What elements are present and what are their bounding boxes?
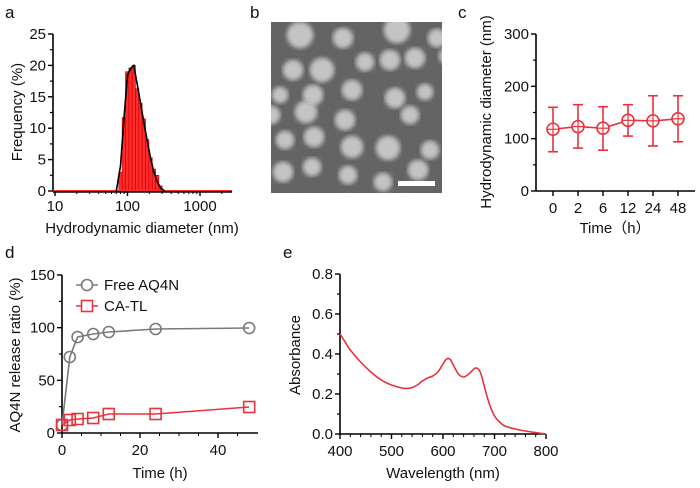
y-tick-label: 25 bbox=[29, 26, 46, 43]
legend-label: Free AQ4N bbox=[104, 277, 179, 294]
x-tick-label: 1000 bbox=[183, 198, 216, 215]
data-point-square bbox=[63, 413, 77, 427]
y-tick-label: 0.6 bbox=[312, 306, 333, 323]
panel-label-a: a bbox=[5, 3, 15, 22]
series-line-free-aq4n bbox=[61, 327, 250, 426]
legend-marker-circle bbox=[80, 278, 94, 292]
x-tick-label: 2 bbox=[574, 200, 582, 217]
y-tick-label: 50 bbox=[38, 372, 55, 389]
y-tick-label: 200 bbox=[504, 78, 529, 95]
x-tick-label: 40 bbox=[210, 442, 227, 459]
x-axis-label: Time（h） bbox=[579, 220, 650, 237]
panel-d-release-curve: 0 50 100 150 0 20 40 Free AQ4N CA-TL Time (h) AQ4N… bbox=[7, 267, 258, 482]
data-point-circle bbox=[86, 327, 100, 341]
histogram-bar bbox=[138, 102, 143, 192]
histogram-bar bbox=[135, 88, 140, 192]
x-axis-label: Hydrodynamic diameter (nm) bbox=[45, 220, 238, 237]
fit-curve bbox=[115, 63, 166, 192]
series-line-ca-tl bbox=[61, 406, 250, 426]
y-tick-label: 300 bbox=[504, 26, 529, 43]
x-tick-label: 6 bbox=[599, 200, 607, 217]
x-tick-label: 10 bbox=[47, 198, 64, 215]
y-tick-label: 20 bbox=[29, 57, 46, 74]
absorbance-curve bbox=[339, 333, 547, 435]
legend-label: CA-TL bbox=[104, 298, 147, 315]
y-tick-label: 0 bbox=[47, 425, 55, 442]
panel-e-absorbance-spectrum: 0.0 0.2 0.4 0.6 0.8 400 500 600 700 800 Wavelength… bbox=[287, 266, 559, 482]
y-tick-label: 15 bbox=[29, 89, 46, 106]
y-tick-label: 0.2 bbox=[312, 386, 333, 403]
data-point-square bbox=[71, 412, 84, 426]
x-tick-label: 20 bbox=[132, 442, 149, 459]
y-axis-label: Frequency (%) bbox=[9, 63, 26, 161]
x-tick-label: 600 bbox=[430, 443, 455, 460]
y-tick-label: 0 bbox=[521, 183, 529, 200]
panel-label-b: b bbox=[250, 3, 259, 22]
x-tick-label: 500 bbox=[379, 443, 404, 460]
y-tick-label: 100 bbox=[30, 320, 55, 337]
y-tick-label: 5 bbox=[38, 152, 46, 169]
y-axis-label: AQ4N release ratio (%) bbox=[7, 277, 24, 432]
data-point-square bbox=[86, 411, 100, 425]
x-tick-label: 12 bbox=[620, 200, 637, 217]
panel-b-tem-image bbox=[271, 22, 442, 193]
x-axis-label: Wavelength (nm) bbox=[386, 465, 500, 482]
x-tick-label: 100 bbox=[115, 198, 140, 215]
y-tick-label: 100 bbox=[504, 131, 529, 148]
data-point-circle bbox=[242, 321, 256, 335]
x-tick-label: 800 bbox=[533, 443, 558, 460]
y-tick-label: 0 bbox=[38, 183, 46, 200]
x-tick-label: 0 bbox=[58, 442, 66, 459]
y-tick-label: 10 bbox=[29, 120, 46, 137]
panel-a-histogram: 0 5 10 15 20 25 10 100 1000 Hydrodynamic diameter… bbox=[9, 26, 239, 237]
x-tick-label: 48 bbox=[670, 200, 687, 217]
panel-label-d: d bbox=[5, 243, 14, 262]
histogram-bar bbox=[128, 67, 133, 192]
tem-content bbox=[271, 22, 442, 193]
data-point-circle bbox=[149, 322, 162, 336]
tem-noise bbox=[271, 22, 442, 193]
y-axis-label: Absorbance bbox=[287, 315, 304, 395]
y-tick-label: 0.0 bbox=[312, 426, 333, 443]
x-tick-label: 0 bbox=[549, 200, 557, 217]
data-point-square bbox=[102, 407, 116, 421]
legend-marker-square bbox=[80, 299, 94, 313]
histogram-bar bbox=[131, 65, 136, 192]
y-tick-label: 0.8 bbox=[312, 266, 333, 283]
x-axis-label: Time (h) bbox=[132, 465, 187, 482]
x-tick-label: 400 bbox=[327, 443, 352, 460]
y-tick-label: 0.4 bbox=[312, 346, 333, 363]
panel-label-c: c bbox=[458, 3, 467, 22]
data-point-square bbox=[242, 400, 256, 414]
y-tick-label: 150 bbox=[30, 267, 55, 284]
data-point-circle bbox=[71, 330, 84, 344]
panel-label-e: e bbox=[283, 243, 292, 262]
x-tick-label: 700 bbox=[482, 443, 507, 460]
scale-bar bbox=[398, 181, 435, 186]
y-axis-label: Hydrodynamic diameter (nm) bbox=[478, 15, 495, 208]
data-point-square bbox=[149, 407, 162, 421]
data-point-circle bbox=[102, 325, 116, 339]
data-point-circle bbox=[63, 350, 77, 364]
x-tick-label: 24 bbox=[645, 200, 662, 217]
